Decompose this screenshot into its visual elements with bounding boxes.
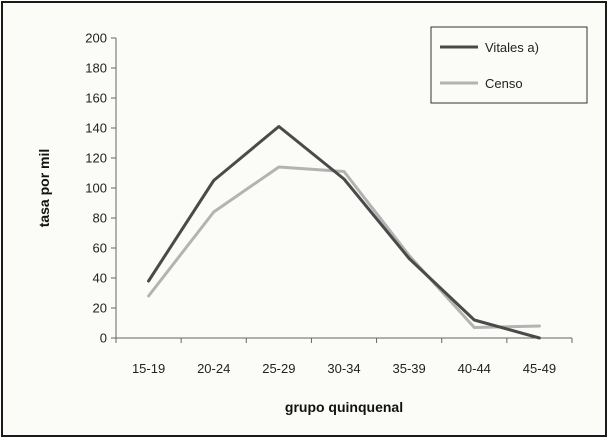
y-tick-label: 160 bbox=[85, 91, 107, 106]
legend-box bbox=[430, 26, 588, 104]
y-tick-label: 100 bbox=[85, 181, 107, 196]
x-axis-title: grupo quinquenal bbox=[285, 399, 403, 415]
y-tick-group: 0 20 40 60 80 100 120 140 160 180 200 bbox=[85, 31, 116, 346]
y-tick-label: 200 bbox=[85, 31, 107, 46]
y-tick-label: 40 bbox=[93, 271, 107, 286]
x-tick-label: 20-24 bbox=[197, 361, 230, 376]
series-group bbox=[147, 125, 541, 340]
x-tick-label: 30-34 bbox=[327, 361, 360, 376]
x-tick-label: 40-44 bbox=[458, 361, 491, 376]
series-line-censo bbox=[147, 165, 541, 329]
y-tick-label: 60 bbox=[93, 241, 107, 256]
series-line-vitales-a bbox=[147, 125, 541, 340]
x-tick-label: 35-39 bbox=[393, 361, 426, 376]
x-tick-label: 15-19 bbox=[132, 361, 165, 376]
legend: Vitales a) Censo bbox=[430, 26, 588, 104]
x-tick-group: 15-19 20-24 25-29 30-34 35-39 40-44 45-49 bbox=[115, 338, 573, 376]
y-axis-title: tasa por mil bbox=[36, 149, 52, 228]
y-tick-label: 80 bbox=[93, 211, 107, 226]
y-tick-label: 120 bbox=[85, 151, 107, 166]
x-tick-label: 45-49 bbox=[523, 361, 556, 376]
x-tick-label: 25-29 bbox=[262, 361, 295, 376]
y-tick-label: 20 bbox=[93, 301, 107, 316]
legend-label-vitales: Vitales a) bbox=[485, 40, 539, 55]
y-tick-label: 180 bbox=[85, 61, 107, 76]
y-tick-label: 0 bbox=[100, 331, 107, 346]
y-tick-label: 140 bbox=[85, 121, 107, 136]
legend-label-censo: Censo bbox=[485, 76, 523, 91]
